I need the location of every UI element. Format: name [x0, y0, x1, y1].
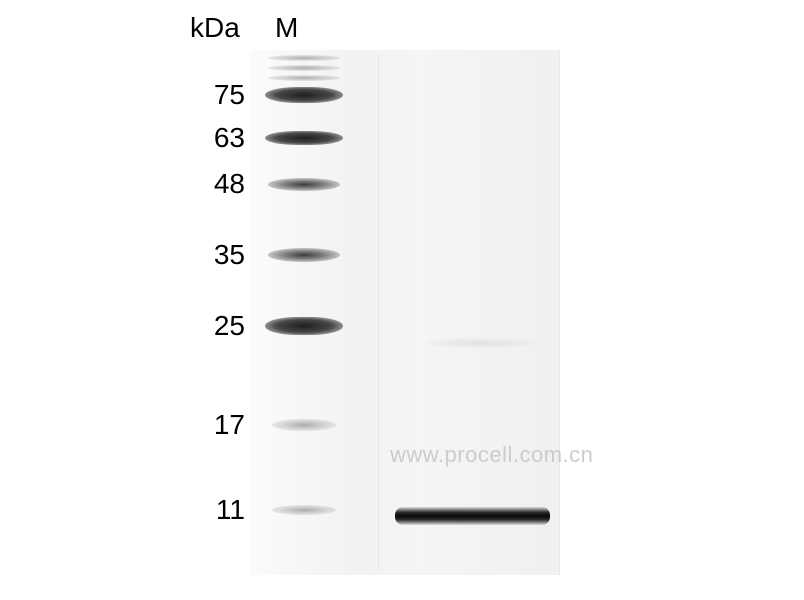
marker-band-top-2	[268, 65, 340, 71]
marker-band-48	[268, 178, 340, 191]
marker-band-75	[265, 87, 343, 103]
mw-label-25: 25	[195, 310, 245, 342]
marker-band-63	[265, 131, 343, 145]
mw-label-63: 63	[195, 122, 245, 154]
marker-band-top-1	[268, 55, 340, 61]
marker-band-35	[268, 248, 340, 262]
sample-faint-smear	[425, 338, 535, 348]
gel-area	[250, 50, 560, 575]
sample-band	[395, 507, 550, 525]
marker-band-11	[272, 505, 336, 515]
mw-label-11: 11	[195, 494, 245, 526]
mw-label-75: 75	[195, 79, 245, 111]
marker-band-25	[265, 317, 343, 335]
marker-lane-label: M	[275, 12, 298, 44]
header-row: kDa M	[165, 10, 665, 50]
unit-label: kDa	[190, 12, 240, 44]
marker-band-top-3	[268, 75, 340, 81]
marker-band-17	[272, 419, 336, 431]
watermark-text: www.procell.com.cn	[390, 442, 593, 468]
mw-label-48: 48	[195, 168, 245, 200]
gel-image-container: kDa M 75 63 48 35 25 17 11 www.procell.c…	[165, 10, 665, 575]
lane-divider-1	[378, 55, 379, 570]
mw-label-17: 17	[195, 409, 245, 441]
mw-label-35: 35	[195, 239, 245, 271]
